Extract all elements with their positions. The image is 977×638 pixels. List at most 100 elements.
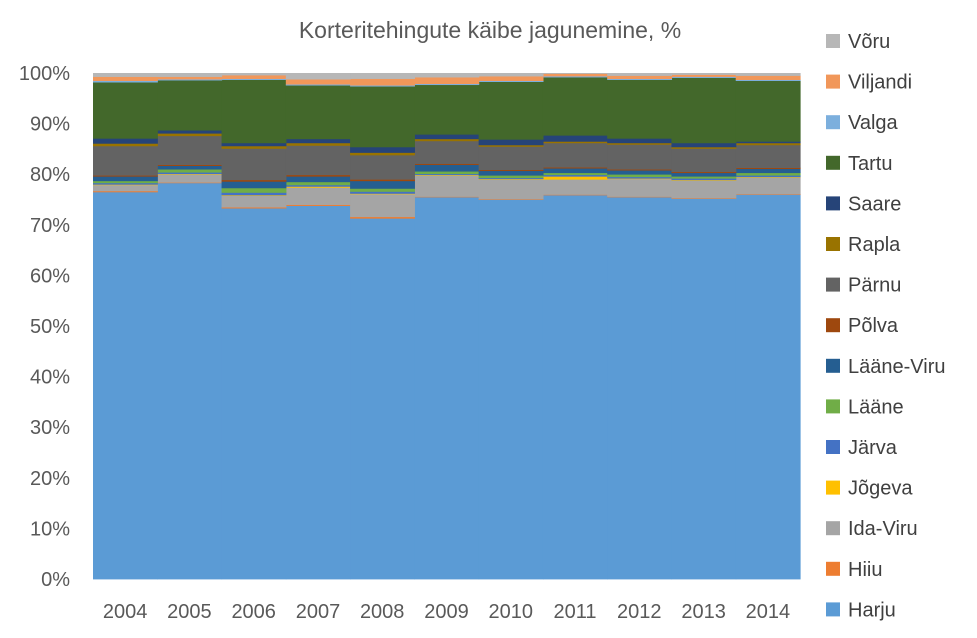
x-tick-label: 2006 xyxy=(231,601,276,623)
legend-swatch xyxy=(826,440,840,454)
area-segment-tartu-2008 xyxy=(350,86,415,148)
legend-item-l-ne: Lääne xyxy=(826,396,904,418)
area-segment-ida-viru-2007 xyxy=(285,187,351,205)
area-segment-j-rva-2005 xyxy=(157,172,223,175)
area-segment-ida-viru-2006 xyxy=(221,195,287,208)
legend-label: Harju xyxy=(848,599,896,621)
area-segment-p-lva-2005 xyxy=(157,164,223,166)
x-tick-label: 2013 xyxy=(681,601,726,623)
area-segment-v-ru-2011 xyxy=(542,73,608,74)
area-segment-p-rnu-2014 xyxy=(735,144,801,169)
area-segment-j-rva-2007 xyxy=(285,184,351,187)
area-segment-hiiu-2007 xyxy=(285,204,351,206)
series-valga xyxy=(93,76,801,87)
area-segment-l-ne-viru-2006 xyxy=(221,181,287,189)
area-segment-tartu-2007 xyxy=(285,85,351,140)
y-tick-label: 30% xyxy=(30,417,70,439)
area-segment-valga-2005 xyxy=(157,79,223,81)
area-segment-saare-2012 xyxy=(607,138,673,144)
area-segment-saare-2005 xyxy=(157,130,223,134)
area-segment-tartu-2012 xyxy=(607,79,673,139)
area-segment-ida-viru-2009 xyxy=(414,175,480,197)
y-tick-label: 20% xyxy=(30,468,70,490)
area-segment-saare-2006 xyxy=(221,142,287,147)
x-tick-label: 2007 xyxy=(296,601,341,623)
area-segment-l-ne-2011 xyxy=(542,172,608,176)
area-segment-viljandi-2006 xyxy=(221,75,287,79)
area-segment-v-ru-2007 xyxy=(285,73,351,80)
series-p-rnu xyxy=(93,135,801,181)
area-segment-hiiu-2011 xyxy=(542,194,608,196)
area-segment-harju-2012 xyxy=(607,196,673,580)
legend-swatch xyxy=(826,602,840,617)
y-tick-label: 10% xyxy=(30,518,70,540)
area-segment-saare-2007 xyxy=(285,138,351,144)
series-saare xyxy=(93,130,801,153)
area-segment-hiiu-2006 xyxy=(221,207,287,209)
area-segment-ida-viru-2013 xyxy=(671,180,737,199)
area-segment-j-geva-2013 xyxy=(671,179,737,181)
area-segment-v-ru-2009 xyxy=(414,73,480,78)
area-segment-valga-2014 xyxy=(735,79,801,81)
area-segment-harju-2014 xyxy=(735,194,801,580)
legend-swatch xyxy=(826,155,840,170)
area-segment-valga-2013 xyxy=(671,76,737,78)
legend-swatch xyxy=(826,196,840,211)
area-segment-j-geva-2006 xyxy=(221,194,287,196)
area-segment-p-lva-2010 xyxy=(478,169,544,172)
legend-item-v-ru: Võru xyxy=(826,31,890,53)
legend-item-viljandi: Viljandi xyxy=(826,72,912,94)
area-segment-l-ne-2013 xyxy=(671,176,737,179)
area-segment-p-lva-2008 xyxy=(350,179,415,182)
area-segment-harju-2004 xyxy=(93,191,158,580)
legend-label: Ida-Viru xyxy=(848,518,918,540)
legend-label: Järva xyxy=(848,437,898,459)
area-segment-hiiu-2008 xyxy=(350,216,415,219)
area-segment-j-geva-2007 xyxy=(285,186,351,188)
area-segment-saare-2004 xyxy=(93,138,158,144)
area-segment-valga-2012 xyxy=(607,78,673,80)
area-segment-p-rnu-2007 xyxy=(285,145,351,176)
area-segment-l-ne-2014 xyxy=(735,172,801,176)
area-segment-v-ru-2013 xyxy=(671,73,737,75)
x-tick-label: 2008 xyxy=(360,601,405,623)
x-tick-label: 2005 xyxy=(167,601,212,623)
y-tick-label: 40% xyxy=(30,367,70,389)
series-l-ne xyxy=(93,169,801,193)
area-segment-ida-viru-2011 xyxy=(542,179,608,195)
area-segment-p-rnu-2011 xyxy=(542,142,608,168)
area-segment-p-lva-2011 xyxy=(542,167,608,169)
series-ida-viru xyxy=(93,174,801,218)
area-segment-hiiu-2010 xyxy=(478,198,544,200)
area-segment-saare-2008 xyxy=(350,146,415,153)
area-segment-l-ne-2009 xyxy=(414,171,480,175)
legend-label: Hiiu xyxy=(848,559,882,581)
area-segment-j-rva-2012 xyxy=(607,176,673,179)
series-tartu xyxy=(93,77,801,148)
legend-swatch xyxy=(826,318,840,333)
area-segment-v-ru-2012 xyxy=(607,73,673,76)
area-segment-hiiu-2014 xyxy=(735,193,801,195)
area-segment-tartu-2004 xyxy=(93,82,158,139)
legend-item-j-rva: Järva xyxy=(826,437,898,459)
area-segment-ida-viru-2008 xyxy=(350,193,415,218)
x-tick-label: 2012 xyxy=(617,601,662,623)
area-segment-l-ne-2006 xyxy=(221,187,287,193)
area-segment-harju-2007 xyxy=(285,205,351,580)
area-segment-j-geva-2009 xyxy=(414,174,480,176)
area-segment-saare-2014 xyxy=(735,141,801,144)
legend-swatch xyxy=(826,34,840,48)
area-segment-tartu-2010 xyxy=(478,81,544,140)
series-p-lva xyxy=(93,163,801,182)
area-segment-rapla-2014 xyxy=(735,142,801,146)
area-segment-tartu-2009 xyxy=(414,84,480,135)
area-segment-rapla-2005 xyxy=(157,133,223,137)
area-segment-p-rnu-2006 xyxy=(221,148,287,181)
area-segment-ida-viru-2014 xyxy=(735,177,801,195)
area-segment-v-ru-2014 xyxy=(735,73,801,76)
area-segment-l-ne-viru-2004 xyxy=(93,176,158,182)
area-segment-l-ne-2004 xyxy=(93,180,158,184)
y-tick-label: 60% xyxy=(30,265,70,287)
area-segment-viljandi-2008 xyxy=(350,78,415,86)
area-segment-saare-2011 xyxy=(542,135,608,142)
